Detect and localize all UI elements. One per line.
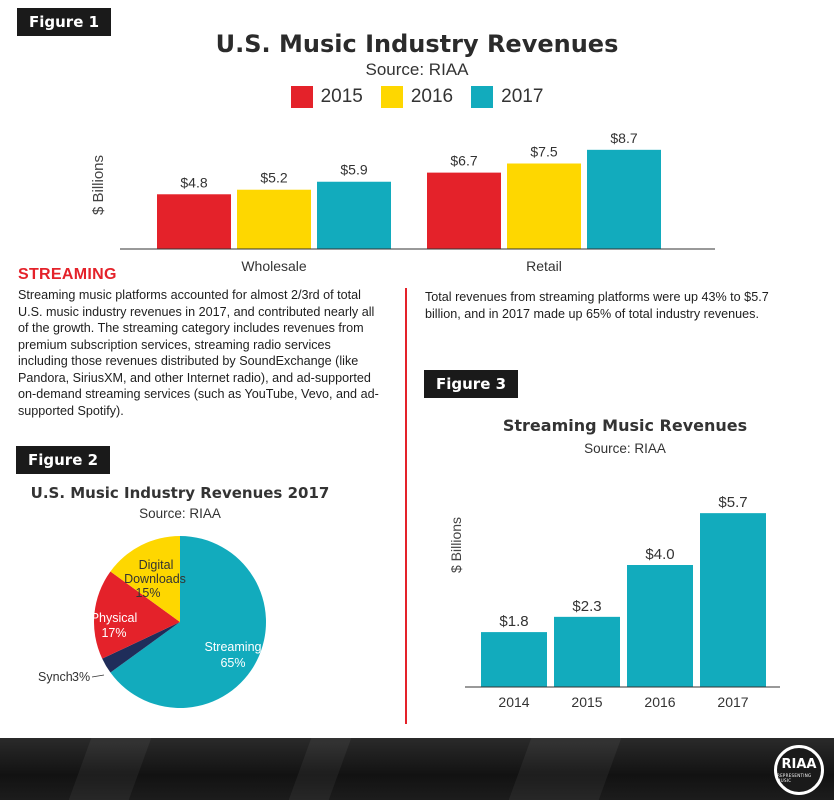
figure-1-bar-chart: $ Billions $4.8 $5.2 $5.9 Wholesale $6.7 $7.5…	[90, 130, 715, 274]
footer-decor-3	[508, 738, 622, 800]
legend-item-2015: 2015	[290, 86, 363, 108]
streaming-bar-label-2015: $2.3	[572, 598, 601, 615]
pie-slice-digital-downloads	[110, 536, 180, 622]
bar-retail-2016	[507, 163, 581, 249]
pie-slice-physical	[94, 571, 180, 659]
bar-label-retail-2016: $7.5	[530, 144, 557, 160]
figure-2-badge: Figure 2	[16, 446, 111, 474]
column-divider	[405, 288, 407, 724]
pie-leader-line-synch	[91, 674, 105, 678]
riaa-logo: RIAA REPRESENTING MUSIC	[774, 745, 824, 795]
figure-3-badge: Figure 3	[424, 370, 519, 398]
streaming-bar-2014	[481, 632, 547, 687]
pie-slice-synch	[102, 622, 180, 673]
legend-item-2016: 2016	[380, 86, 454, 108]
streaming-bar-label-2017: $5.7	[718, 494, 747, 511]
x-tick-label-wholesale: Wholesale	[241, 258, 307, 274]
figure-3-y-axis-label: $ Billions	[448, 517, 464, 573]
bar-label-wholesale-2016: $5.2	[260, 170, 287, 186]
legend-item-2017: 2017	[471, 86, 543, 108]
bar-retail-2017	[587, 149, 661, 249]
pie-label-digital-downloads-value: 15%	[135, 586, 160, 600]
figure-1-y-axis-label: $ Billions	[90, 155, 107, 215]
pie-label-streaming-name: Streaming	[205, 640, 262, 654]
figure-1-badge: Figure 1	[17, 8, 112, 36]
pie-slice-streaming	[110, 536, 267, 708]
streaming-bar-label-2016: $4.0	[645, 546, 674, 563]
riaa-logo-subtext: REPRESENTING MUSIC	[777, 772, 812, 783]
streaming-bar-2017	[700, 513, 766, 687]
bar-wholesale-2016	[237, 189, 311, 249]
pie-label-synch-value: 3%	[72, 670, 90, 684]
legend-swatch-2016	[380, 86, 403, 108]
figure-2-source: Source: RIAA	[139, 506, 221, 521]
bar-retail-2015	[427, 172, 501, 249]
legend-swatch-2017	[471, 86, 494, 108]
footer-decor-2	[288, 738, 352, 800]
figure-2-pie-chart: Digital Downloads 15% Physical 17% Strea…	[38, 536, 267, 708]
pie-label-streaming-value: 65%	[220, 656, 245, 670]
bar-label-retail-2015: $6.7	[450, 153, 477, 169]
pie-label-physical-name: Physical	[91, 611, 138, 625]
legend-swatch-2015	[290, 86, 313, 108]
figure-3-title: Streaming Music Revenues	[502, 416, 748, 435]
figure-3-bar-chart: $ Billions $1.8 2014 $2.3 2015 $4.0 2016 $5.7 2…	[448, 494, 780, 710]
footer-decor-1	[68, 738, 152, 800]
streaming-paragraph-left: Streaming music platforms accounted for …	[18, 288, 379, 418]
x-tick-label-2015: 2015	[571, 694, 602, 710]
figure-2-title: U.S. Music Industry Revenues 2017	[30, 484, 330, 502]
pie-label-physical-value: 17%	[101, 626, 126, 640]
legend-label-2016: 2016	[410, 86, 454, 107]
legend-label-2017: 2017	[501, 86, 544, 107]
x-tick-label-2016: 2016	[644, 694, 675, 710]
bar-label-retail-2017: $8.7	[610, 130, 637, 146]
figure-1-legend: 2015 2016 2017	[0, 86, 834, 108]
bar-label-wholesale-2017: $5.9	[340, 162, 367, 178]
x-tick-label-retail: Retail	[526, 258, 562, 274]
figure-1-source: Source: RIAA	[365, 60, 469, 79]
bar-wholesale-2017	[317, 181, 391, 249]
figure-3-source: Source: RIAA	[584, 441, 666, 456]
legend-label-2015: 2015	[320, 86, 363, 107]
bar-wholesale-2015	[157, 194, 231, 249]
streaming-bar-2015	[554, 616, 620, 687]
streaming-bar-2016	[627, 565, 693, 687]
streaming-bar-label-2014: $1.8	[499, 613, 528, 630]
riaa-logo-text: RIAA	[781, 756, 817, 772]
pie-label-synch-name: Synch	[38, 670, 73, 684]
figure-1-title: U.S. Music Industry Revenues	[215, 30, 619, 58]
bar-label-wholesale-2015: $4.8	[180, 174, 207, 190]
pie-label-digital-downloads-name-2: Downloads	[124, 572, 186, 586]
x-tick-label-2014: 2014	[498, 694, 529, 710]
footer-banner	[0, 738, 834, 800]
pie-label-digital-downloads-name-1: Digital	[139, 558, 174, 572]
x-tick-label-2017: 2017	[717, 694, 748, 710]
streaming-paragraph-right: Total revenues from streaming platforms …	[425, 290, 769, 321]
streaming-heading: STREAMING	[18, 266, 117, 283]
